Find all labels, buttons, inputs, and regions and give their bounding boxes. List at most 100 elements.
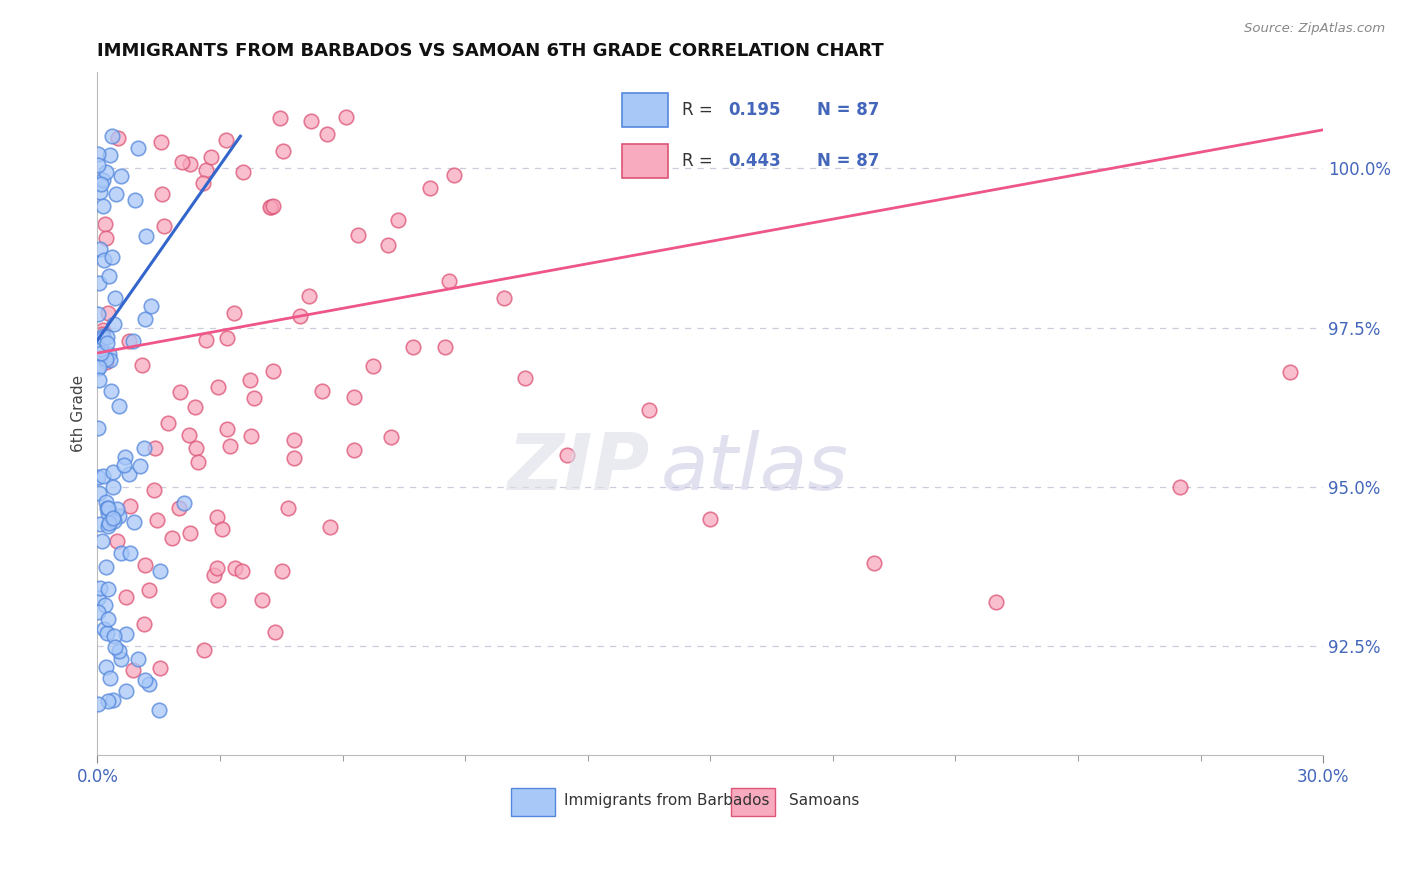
Point	[115, 627, 138, 641]
Point	[101, 128, 124, 143]
Point	[231, 564, 253, 578]
Point	[492, 291, 515, 305]
Point	[986, 595, 1008, 609]
Point	[87, 591, 110, 605]
Point	[134, 312, 156, 326]
Point	[89, 485, 111, 500]
Point	[93, 622, 115, 636]
Point	[184, 442, 207, 456]
Point	[118, 467, 141, 482]
Point	[260, 200, 283, 214]
Point	[97, 612, 120, 626]
Point	[134, 558, 156, 572]
Point	[87, 421, 110, 435]
Point	[107, 533, 129, 548]
Point	[132, 441, 155, 455]
Point	[91, 323, 114, 337]
Point	[100, 384, 122, 399]
Point	[101, 250, 124, 264]
Point	[108, 400, 131, 414]
Point	[283, 434, 305, 448]
Point	[101, 692, 124, 706]
Point	[97, 269, 120, 284]
Point	[98, 347, 121, 361]
Point	[1168, 480, 1191, 494]
Point	[110, 652, 132, 666]
Point	[94, 165, 117, 179]
Point	[276, 500, 298, 515]
Point	[87, 359, 110, 374]
Point	[89, 276, 111, 290]
Point	[138, 582, 160, 597]
Point	[217, 422, 239, 436]
Point	[387, 212, 409, 227]
Point	[118, 334, 141, 348]
Point	[89, 242, 111, 256]
Point	[110, 546, 132, 560]
Point	[443, 168, 465, 182]
Point	[433, 340, 456, 354]
Point	[103, 514, 125, 528]
Text: Source: ZipAtlas.com: Source: ZipAtlas.com	[1244, 22, 1385, 36]
Point	[122, 515, 145, 529]
Point	[184, 400, 207, 414]
Point	[91, 172, 114, 186]
Point	[101, 480, 124, 494]
Point	[114, 450, 136, 464]
Point	[318, 520, 340, 534]
Point	[108, 644, 131, 658]
Point	[377, 238, 399, 252]
Point	[127, 141, 149, 155]
Point	[89, 581, 111, 595]
Point	[120, 499, 142, 513]
Point	[157, 417, 180, 431]
Point	[402, 340, 425, 354]
Point	[96, 500, 118, 515]
Point	[143, 441, 166, 455]
Point	[243, 391, 266, 405]
Point	[232, 165, 254, 179]
Point	[138, 677, 160, 691]
Point	[207, 561, 229, 575]
Point	[207, 380, 229, 394]
Point	[115, 590, 138, 604]
Text: ZIP: ZIP	[506, 430, 650, 506]
Point	[269, 112, 291, 126]
Point	[343, 390, 366, 404]
Point	[150, 187, 173, 202]
Point	[283, 451, 305, 466]
Point	[439, 274, 461, 288]
Text: IMMIGRANTS FROM BARBADOS VS SAMOAN 6TH GRADE CORRELATION CHART: IMMIGRANTS FROM BARBADOS VS SAMOAN 6TH G…	[97, 42, 884, 60]
Point	[179, 525, 201, 540]
Point	[94, 560, 117, 574]
Point	[128, 459, 150, 474]
Point	[103, 465, 125, 479]
Y-axis label: 6th Grade: 6th Grade	[72, 375, 86, 452]
Point	[239, 373, 262, 387]
Point	[207, 593, 229, 607]
Point	[187, 455, 209, 469]
Text: atlas: atlas	[661, 430, 849, 506]
Point	[298, 289, 321, 303]
Point	[131, 359, 153, 373]
Point	[259, 201, 281, 215]
Point	[271, 565, 294, 579]
Point	[135, 228, 157, 243]
Point	[173, 496, 195, 510]
Point	[170, 155, 193, 169]
Point	[191, 176, 214, 190]
Point	[148, 703, 170, 717]
Point	[215, 331, 238, 345]
Point	[94, 355, 117, 369]
Point	[103, 629, 125, 643]
Point	[335, 110, 357, 124]
Point	[97, 501, 120, 516]
Point	[121, 663, 143, 677]
Point	[193, 643, 215, 657]
Point	[104, 186, 127, 201]
Point	[169, 385, 191, 400]
Point	[87, 605, 110, 619]
Point	[101, 511, 124, 525]
Point	[316, 127, 339, 141]
Point	[146, 512, 169, 526]
